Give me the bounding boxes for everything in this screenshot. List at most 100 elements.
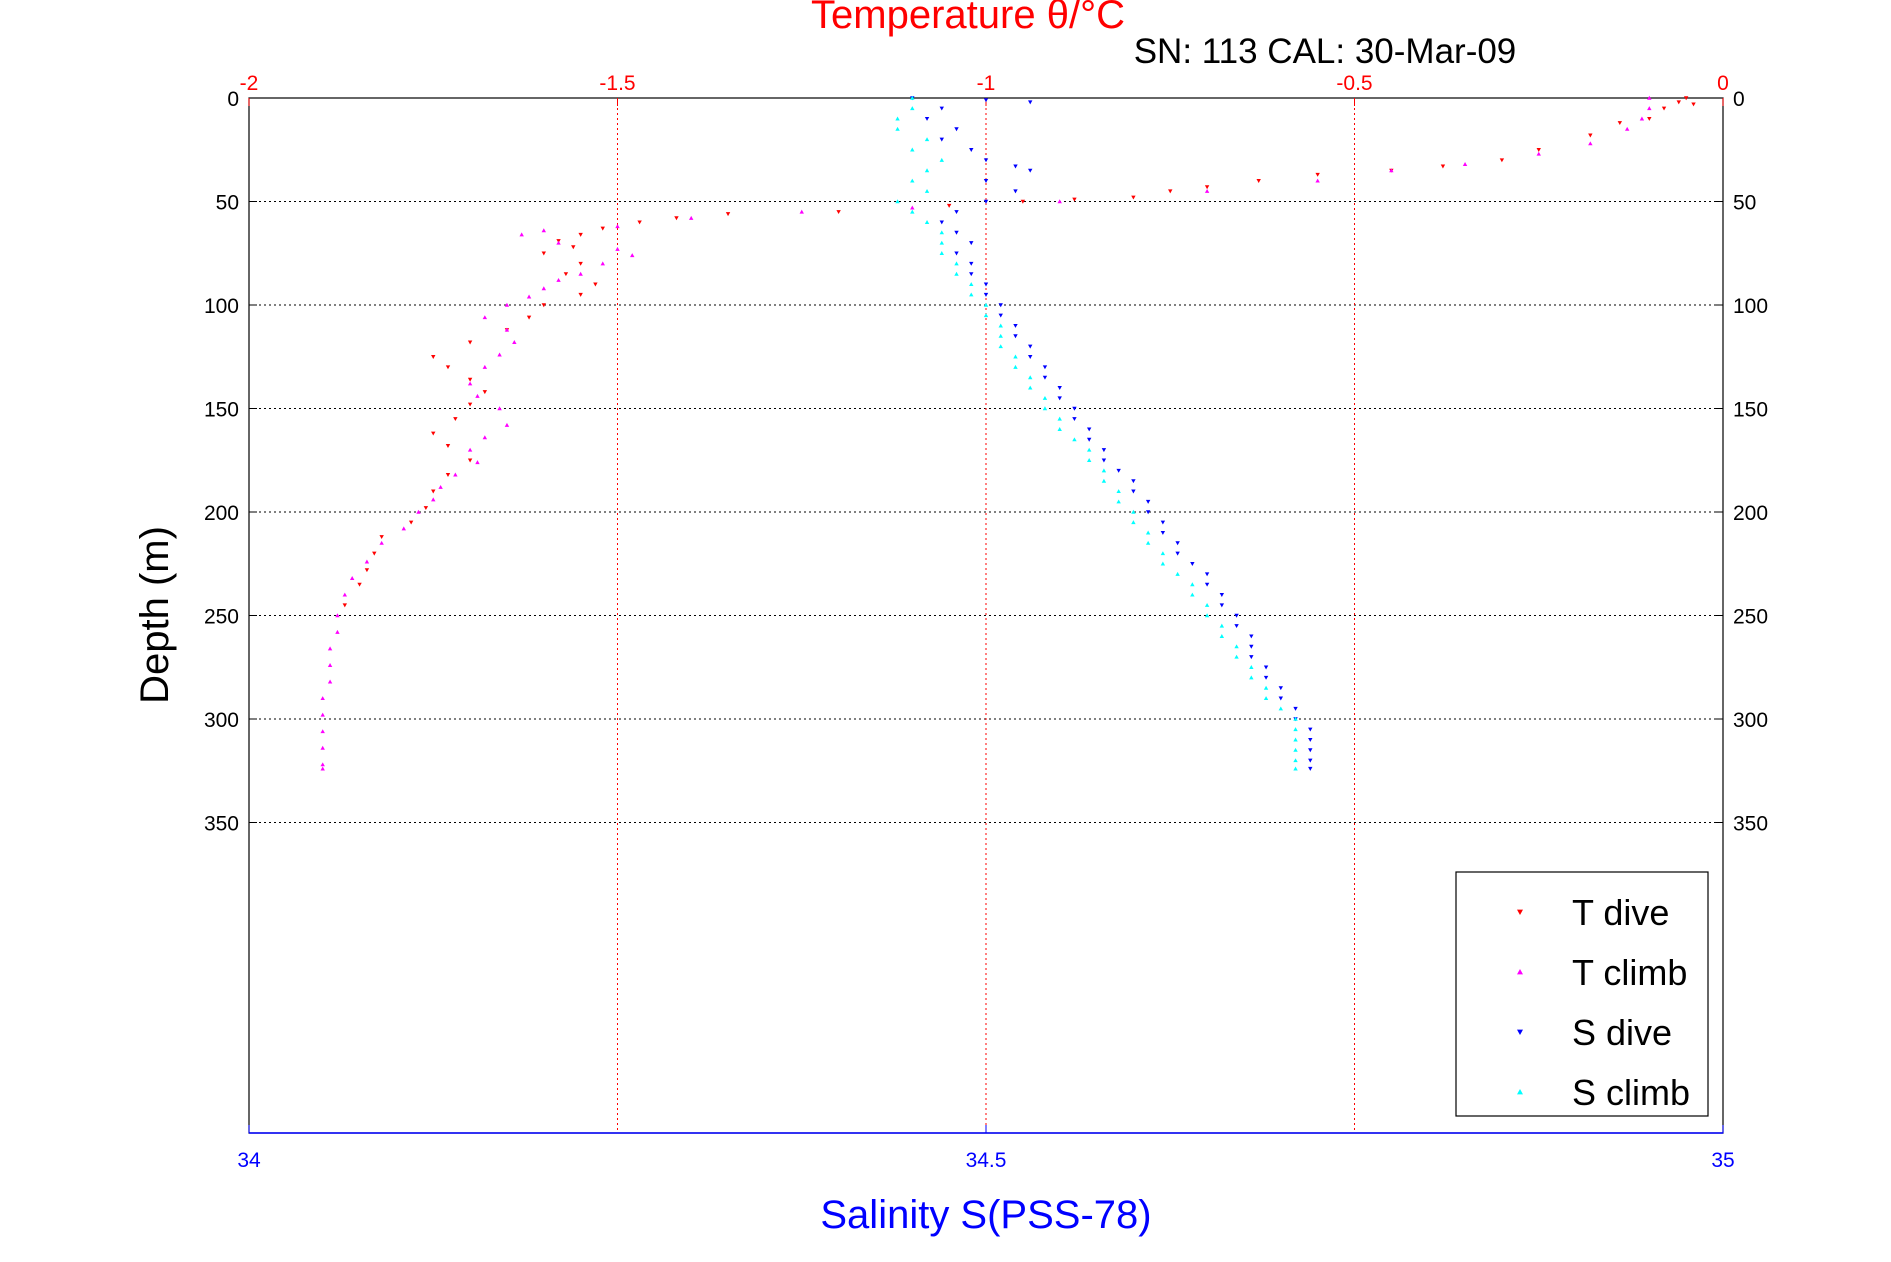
data-point bbox=[983, 313, 989, 318]
data-point bbox=[946, 203, 952, 208]
data-point bbox=[1057, 199, 1062, 204]
data-point bbox=[689, 215, 694, 220]
data-point bbox=[1308, 727, 1313, 732]
data-point bbox=[1293, 727, 1298, 732]
data-point bbox=[939, 106, 944, 111]
data-point bbox=[998, 323, 1003, 328]
data-point bbox=[600, 226, 605, 231]
data-point bbox=[969, 272, 974, 277]
data-point bbox=[1101, 448, 1107, 453]
data-point bbox=[600, 261, 605, 266]
data-point bbox=[1131, 479, 1136, 484]
data-point bbox=[969, 292, 974, 297]
data-point bbox=[327, 679, 333, 684]
data-point bbox=[423, 506, 429, 511]
series-t-dive bbox=[342, 96, 1696, 608]
data-point bbox=[1160, 561, 1166, 566]
data-point bbox=[1204, 188, 1210, 193]
data-point bbox=[1219, 634, 1225, 638]
data-point bbox=[379, 535, 384, 540]
data-point bbox=[497, 406, 502, 411]
data-point bbox=[372, 551, 377, 556]
temperature-tick-label: -1.5 bbox=[599, 72, 635, 95]
data-point bbox=[556, 240, 561, 245]
data-point bbox=[327, 646, 333, 651]
data-point bbox=[1308, 758, 1313, 763]
data-point bbox=[578, 271, 583, 276]
data-point bbox=[910, 95, 915, 100]
data-point bbox=[1160, 520, 1166, 525]
data-point bbox=[1293, 706, 1298, 711]
salinity-tick-label: 35 bbox=[1711, 1149, 1734, 1172]
data-point bbox=[1190, 561, 1195, 566]
data-point bbox=[1101, 468, 1107, 473]
data-point bbox=[1072, 406, 1077, 411]
data-point bbox=[320, 762, 325, 767]
data-point bbox=[799, 209, 804, 214]
data-point bbox=[1293, 766, 1298, 771]
data-point bbox=[1293, 758, 1298, 763]
data-point bbox=[526, 315, 532, 320]
data-point bbox=[939, 240, 944, 245]
data-point bbox=[482, 364, 488, 369]
y-axis-label: Depth (m) bbox=[133, 526, 177, 704]
data-point bbox=[1308, 748, 1313, 753]
data-point bbox=[1204, 582, 1210, 587]
data-point bbox=[1389, 168, 1394, 173]
data-point bbox=[1263, 696, 1269, 701]
series-s-climb bbox=[895, 95, 1298, 771]
data-point bbox=[1057, 427, 1062, 431]
data-point bbox=[615, 224, 620, 229]
data-point bbox=[482, 315, 488, 320]
data-point bbox=[1278, 696, 1283, 701]
data-point bbox=[438, 484, 443, 489]
y-tick-label: 300 bbox=[204, 709, 239, 732]
legend-box bbox=[1455, 871, 1709, 1117]
y-tick-label-right: 0 bbox=[1733, 88, 1745, 111]
data-point bbox=[1691, 102, 1696, 107]
data-point bbox=[1072, 437, 1077, 442]
data-point bbox=[401, 526, 406, 531]
data-point bbox=[969, 261, 974, 266]
data-point bbox=[578, 232, 583, 237]
data-point bbox=[1462, 162, 1468, 166]
data-point bbox=[939, 157, 944, 162]
data-point bbox=[939, 230, 944, 235]
data-point bbox=[1175, 571, 1180, 576]
data-point bbox=[1013, 323, 1018, 328]
y-tick-label-right: 100 bbox=[1733, 295, 1768, 318]
temperature-tick-label: -1 bbox=[977, 72, 996, 95]
salinity-tick-label: 34 bbox=[237, 1149, 261, 1172]
data-point bbox=[924, 168, 930, 173]
data-point bbox=[504, 327, 510, 332]
data-point bbox=[998, 344, 1003, 349]
data-point bbox=[954, 251, 959, 256]
data-point bbox=[630, 253, 635, 258]
legend-marker bbox=[1517, 1029, 1523, 1035]
data-point bbox=[1639, 116, 1645, 121]
data-point bbox=[1028, 100, 1033, 105]
data-point bbox=[983, 179, 989, 183]
y-tick-label-right: 200 bbox=[1733, 502, 1768, 525]
data-point bbox=[924, 220, 930, 224]
data-point bbox=[431, 489, 436, 494]
data-point bbox=[467, 402, 473, 407]
data-point bbox=[526, 294, 532, 299]
data-point bbox=[1315, 178, 1320, 183]
data-point bbox=[497, 352, 502, 357]
data-point bbox=[1204, 572, 1210, 577]
data-point bbox=[1190, 582, 1195, 587]
data-point bbox=[519, 232, 524, 237]
data-point bbox=[1588, 141, 1593, 146]
data-point bbox=[1160, 551, 1166, 556]
data-point bbox=[445, 444, 451, 448]
data-point bbox=[1013, 364, 1018, 369]
data-point bbox=[954, 127, 959, 132]
data-point bbox=[475, 393, 480, 398]
data-point bbox=[541, 303, 546, 308]
data-point bbox=[408, 520, 414, 525]
data-point bbox=[1168, 189, 1173, 194]
data-point bbox=[1116, 499, 1121, 504]
chart-subtitle: SN: 113 CAL: 30-Mar-09 bbox=[1134, 32, 1517, 71]
data-point bbox=[983, 282, 989, 287]
